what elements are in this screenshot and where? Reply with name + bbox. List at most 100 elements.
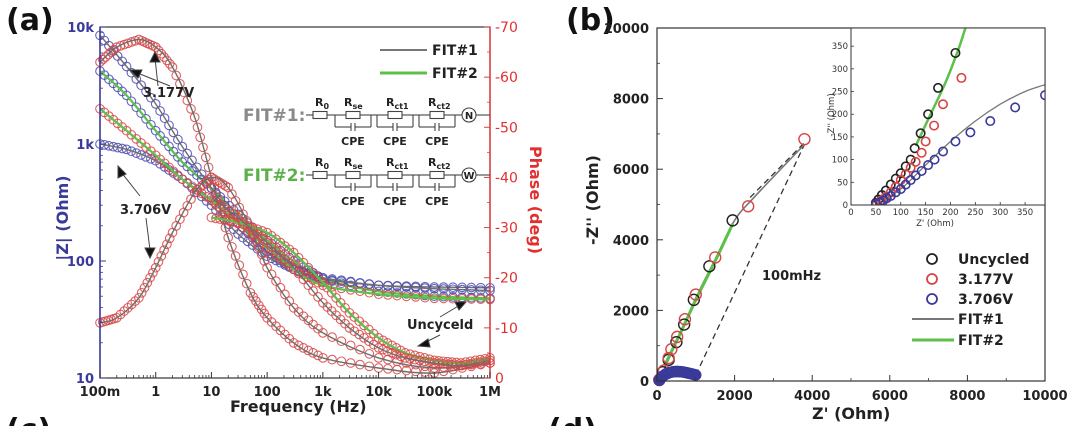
data-point [266, 269, 277, 280]
cpe-label: CPE [341, 195, 365, 208]
inset-x-tick-label: 150 [917, 208, 933, 218]
panel-c-label-partial: (c) [6, 413, 51, 426]
data-point [217, 179, 228, 189]
series-phase-3-706v [95, 172, 495, 373]
data-point [373, 343, 384, 353]
dashed-guide-line [749, 142, 805, 198]
resistor [429, 170, 445, 180]
circuit-1: FIT#1: R0 Rse CPE Rct1 CPE Rct2 CPE N [243, 96, 490, 148]
data-point [271, 276, 281, 286]
data-point [359, 333, 369, 343]
panel-b-x-axis-title: Z' (Ohm) [812, 404, 890, 423]
data-point [293, 268, 304, 279]
data-point [146, 119, 156, 130]
panel-a-right-y-ticks: 0 -10 -20 -30 -40 -50 -60 -70 [484, 20, 518, 387]
data-point [173, 134, 183, 145]
resistor-label: R0 [315, 96, 329, 111]
legend-fit2-label: FIT#2 [432, 66, 478, 82]
fit-line [99, 176, 491, 369]
data-point [164, 120, 174, 131]
terminal-label: W [463, 171, 474, 182]
legend-fit2-label: FIT#2 [958, 333, 1004, 349]
data-point [382, 346, 393, 357]
data-point [155, 106, 165, 116]
inset-y-tick-label: 300 [832, 65, 848, 75]
data-point [223, 232, 234, 243]
panel-a-left-axis-title: |Z| (Ohm) [53, 175, 73, 260]
data-point [106, 47, 117, 57]
data-point [177, 141, 188, 152]
data-point [275, 282, 286, 293]
cpe-label: CPE [425, 195, 449, 208]
data-point [182, 177, 193, 188]
y-right-tick-label: -10 [495, 321, 518, 337]
annotation-uncycled: Uncyceld [407, 318, 473, 333]
data-point [97, 54, 108, 65]
cpe-label: CPE [383, 195, 407, 208]
data-point [965, 127, 976, 138]
data-point [141, 86, 151, 97]
panel-a-right-axis-title: Phase (deg) [526, 146, 545, 254]
data-point [117, 143, 128, 154]
x-tick-label: 10k [365, 385, 392, 400]
y-right-tick-label: -70 [495, 20, 518, 36]
y-right-tick-label: -60 [495, 70, 518, 86]
data-point [171, 70, 182, 81]
data-point [677, 318, 691, 331]
panel-b-y-axis-title: -Z'' (Ohm) [583, 155, 602, 245]
data-point [121, 90, 132, 101]
annotation-arrows [117, 50, 468, 348]
inset-y-tick-label: 0 [843, 201, 848, 211]
panel-b-nyquist-plot: (b) 0 2000 4000 6000 8000 10000 0200040006000… [566, 3, 1068, 423]
data-point [186, 104, 196, 114]
data-point [327, 332, 337, 342]
y-right-tick-label: 0 [495, 371, 504, 387]
panel-a-label: (a) [6, 3, 54, 38]
panel-a-bode-plot: (a) 100m 1 10 100 1k 10k 100k 1M 10 100 1k 10k 0 -1… [6, 3, 545, 416]
data-point [687, 293, 701, 307]
data-point [909, 143, 920, 154]
fit-line [99, 38, 491, 374]
data-point [1010, 102, 1021, 113]
legend-3706v-marker [926, 293, 938, 305]
inset-y-tick-label: 350 [832, 42, 848, 52]
x-tick-label: 4000 [794, 389, 830, 404]
data-point [175, 78, 185, 89]
data-point [288, 338, 299, 348]
data-point [253, 242, 264, 253]
annotation-3177v: 3.177V [143, 86, 194, 101]
inset-x-tick-label: 250 [967, 208, 983, 218]
data-point [929, 154, 940, 165]
legend-3177v-marker [926, 273, 938, 285]
annotation-3706v: 3.706V [120, 203, 171, 218]
data-point [262, 262, 272, 273]
x-tick-label: 2000 [717, 389, 753, 404]
data-point [916, 147, 927, 158]
data-point [153, 256, 164, 267]
inset-x-ticks: 0 50 100 150 200 250 300 350 [848, 202, 1033, 218]
terminal-label: N [465, 111, 473, 122]
y-left-tick-label: 100 [67, 255, 94, 270]
inset-x-tick-label: 200 [942, 208, 958, 218]
data-point [141, 152, 151, 162]
legend-uncycled-label: Uncycled [958, 252, 1029, 268]
data-point [1040, 90, 1045, 101]
x-tick-label: 100m [80, 385, 121, 400]
y-tick-label: 2000 [613, 304, 649, 319]
data-point [126, 299, 137, 310]
y-tick-label: 8000 [613, 93, 649, 108]
inset-y-tick-label: 50 [837, 178, 848, 188]
data-point [308, 286, 318, 296]
fit-line [211, 216, 491, 365]
data-point [198, 180, 208, 190]
data-point [126, 146, 137, 157]
data-point [288, 262, 299, 273]
data-point [313, 272, 323, 283]
panel-b-inset: 0 50 100 150 200 250 300 350 0 50 100 150 200 250 300… [827, 27, 1046, 229]
fit-line [210, 196, 491, 367]
data-point [182, 148, 193, 159]
data-point [303, 280, 314, 291]
data-point [665, 343, 678, 356]
data-point [257, 226, 268, 236]
inset-frame [850, 27, 1046, 206]
